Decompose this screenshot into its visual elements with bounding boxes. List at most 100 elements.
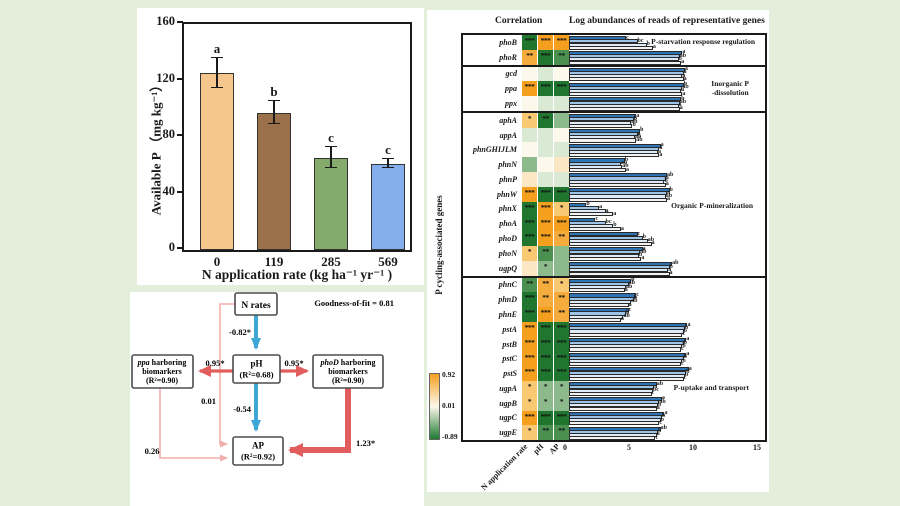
ap-plot-area: a b c c xyxy=(182,22,412,252)
svg-text:(R²=0.92): (R²=0.92) xyxy=(241,452,275,462)
bar-significance-letter: b xyxy=(684,372,689,379)
bar-significance-letter: c xyxy=(636,291,639,298)
bar-significance-letter: a xyxy=(668,266,672,273)
abundance-x-tick: 15 xyxy=(753,443,761,452)
correlation-cell-ph: *** xyxy=(537,351,553,367)
gene-row: ugpB * * * a ab b a xyxy=(463,395,765,412)
correlation-cell-n-application-rate: * xyxy=(521,245,537,261)
abundance-bars: a b ab b xyxy=(569,113,765,128)
abundance-bars: ab b a c xyxy=(569,425,765,441)
significance-stars: *** xyxy=(524,187,535,197)
correlation-cell-ph: *** xyxy=(537,186,553,202)
gene-row: phnGHIJLM a a a a xyxy=(463,142,765,158)
correlation-cell-n-application-rate: *** xyxy=(521,307,537,322)
x-tick-label: 119 xyxy=(264,254,284,269)
bar-significance-letter: a xyxy=(667,196,670,203)
significance-stars: *** xyxy=(556,337,567,347)
significance-stars: * xyxy=(559,396,564,406)
y-tick-mark xyxy=(177,190,183,193)
correlation-cell-ph: *** xyxy=(537,49,553,65)
node-phod-biomarkers: phoD harboring biomarkers (R²=0.90) xyxy=(312,354,384,389)
bar-significance-letter: b xyxy=(686,369,690,376)
significance-stars: *** xyxy=(556,352,567,362)
gene-name-label: ugpQ xyxy=(498,263,517,273)
abundance-bar: a xyxy=(569,226,624,232)
abundance-bars: a ab b a xyxy=(569,49,765,65)
heatmap-column-label: AP xyxy=(547,442,562,456)
significance-letter: c xyxy=(328,130,334,146)
significance-stars: *** xyxy=(524,411,535,421)
gene-panel: Correlation Log abundances of reads of r… xyxy=(427,10,769,492)
node-ap: AP (R²=0.92) xyxy=(232,436,284,466)
gene-name-label: ppa xyxy=(505,84,517,94)
gene-name-label: phnD xyxy=(498,295,517,305)
significance-stars: * xyxy=(527,426,532,436)
bar-significance-letter: ab xyxy=(679,99,687,106)
correlation-cell-ap: ** xyxy=(553,49,569,65)
bar-significance-letter: ab xyxy=(631,298,638,305)
correlation-cell-ph: *** xyxy=(537,321,553,337)
bar-significance-letter: a xyxy=(626,166,630,173)
x-axis-title: N application rate (kg ha⁻¹ yr⁻¹ ) xyxy=(201,267,393,282)
bar-significance-letter: bc xyxy=(605,219,612,226)
svg-text:pH: pH xyxy=(250,359,262,369)
error-bar xyxy=(211,57,223,88)
significance-stars: *** xyxy=(540,50,551,60)
significance-stars: *** xyxy=(556,411,567,421)
bar-significance-letter: a xyxy=(682,72,686,79)
x-tick-label: 0 xyxy=(213,254,221,269)
gene-row: phoB *** *** *** c bc b a xyxy=(463,35,765,51)
bar-significance-letter: b xyxy=(683,81,687,88)
bar-significance-letter: a xyxy=(599,204,603,211)
bar-significance-letter: b xyxy=(633,115,638,122)
gene-name-label: phnP xyxy=(499,174,517,184)
correlation-cell-ap: ** xyxy=(553,425,569,441)
sem-panel: N rates ppa harboring biomarkers (R²=0.9… xyxy=(130,292,424,506)
y-tick-mark xyxy=(177,77,183,80)
bar-significance-letter: a xyxy=(658,148,662,155)
significance-stars: *** xyxy=(540,337,551,347)
abundance-bar: a xyxy=(569,181,669,187)
bar-significance-letter: a xyxy=(656,405,660,412)
correlation-cell-ph: *** xyxy=(537,201,553,217)
correlation-cell-n-application-rate xyxy=(521,157,537,173)
gene-row: ugpQ * ab b a a xyxy=(463,260,765,276)
gene-name-label: aphA xyxy=(499,115,517,125)
bar-significance-letter: ab xyxy=(626,283,633,290)
significance-stars: * xyxy=(559,202,564,212)
significance-stars: ** xyxy=(526,50,533,60)
significance-stars: * xyxy=(527,382,532,392)
correlation-cell-ph: ** xyxy=(537,292,553,308)
significance-stars: *** xyxy=(540,367,551,377)
svg-text:ppa harboring: ppa harboring xyxy=(137,358,187,367)
gene-name-label: phoN xyxy=(498,248,517,258)
correlation-cell-n-application-rate: *** xyxy=(521,410,537,426)
gene-name-label: phoR xyxy=(499,52,517,62)
abundance-bars: a ab b a xyxy=(569,246,765,261)
correlation-cell-n-application-rate: *** xyxy=(521,35,537,50)
abundance-bar: a xyxy=(569,270,673,276)
abundance-bar: a xyxy=(569,405,660,412)
bar-significance-letter: ab xyxy=(623,313,630,320)
bar-significance-letter: b xyxy=(640,127,644,134)
correlation-cell-ph: *** xyxy=(537,81,553,97)
correlation-cell-ph xyxy=(537,66,553,82)
gene-row: phnE *** *** ** c b ab a xyxy=(463,306,765,323)
correlation-cell-ap xyxy=(553,157,569,173)
significance-stars: ** xyxy=(542,114,549,124)
gene-name-label: ppx xyxy=(505,99,517,109)
x-tick-label: 569 xyxy=(378,254,398,269)
bar-significance-letter: a xyxy=(605,207,609,214)
bar-significance-letter: c xyxy=(681,360,684,367)
path-nrates-to-ap xyxy=(219,303,235,448)
bar-significance-letter: c xyxy=(628,306,632,313)
correlation-cell-ap: * xyxy=(553,201,569,217)
correlation-cell-n-application-rate: *** xyxy=(521,336,537,352)
correlation-cell-ph: * xyxy=(537,260,553,276)
